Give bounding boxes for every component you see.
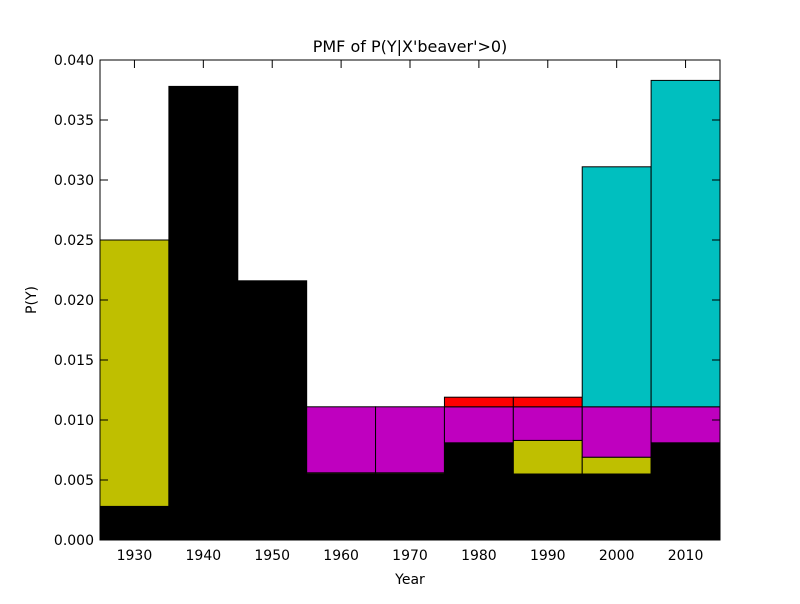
bar-segment-1960-2 xyxy=(306,406,377,474)
bar-segment-2010-4 xyxy=(650,79,721,408)
bar-segment-1930-1 xyxy=(99,239,170,507)
bar-segment-2000-4 xyxy=(581,166,652,408)
y-tick-label: 0.010 xyxy=(54,413,94,429)
x-tick-label: 2010 xyxy=(668,548,704,564)
bar-segment-1980-3 xyxy=(443,396,514,408)
bar-segment-1970-2 xyxy=(375,406,445,474)
bar-segment-1990-1 xyxy=(512,439,583,475)
bar-segment-1990-0 xyxy=(512,473,583,541)
x-tick-label: 1950 xyxy=(254,548,290,564)
x-ticks-group: 1930 1940 1950 1960 1970 1980 1990 2000 2010 xyxy=(117,60,704,564)
bar-segment-1960-0 xyxy=(306,473,377,541)
bar-segment-2000-0 xyxy=(581,473,652,541)
bar-segment-2010-2 xyxy=(650,406,721,444)
y-ticks-group: 0.000 0.005 0.010 0.015 0.020 0.025 0.030 0.035… xyxy=(54,53,720,549)
y-axis-label: P(Y) xyxy=(24,286,40,314)
bar-segment-1980-0 xyxy=(443,442,514,541)
x-tick-label: 1960 xyxy=(323,548,359,564)
y-tick-label: 0.005 xyxy=(54,473,94,489)
x-tick-label: 1940 xyxy=(186,548,222,564)
y-tick-label: 0.020 xyxy=(54,293,94,309)
chart-title: PMF of P(Y|X'beaver'>0) xyxy=(313,37,508,56)
bar-segment-2010-0 xyxy=(650,442,721,541)
bar-segment-1990-2 xyxy=(512,406,583,441)
bar-segment-1980-2 xyxy=(443,406,514,444)
y-tick-label: 0.030 xyxy=(54,173,94,189)
bar-segment-2000-1 xyxy=(581,456,652,475)
y-tick-label: 0.015 xyxy=(54,353,94,369)
bar-segment-1970-0 xyxy=(375,473,445,541)
y-tick-label: 0.000 xyxy=(54,533,94,549)
bar-segment-2000-2 xyxy=(581,406,652,458)
bar-segment-1940-0 xyxy=(168,85,239,541)
y-tick-label: 0.040 xyxy=(54,53,94,69)
x-axis-label: Year xyxy=(394,572,425,588)
x-tick-label: 1990 xyxy=(530,548,566,564)
bar-segment-1950-0 xyxy=(237,280,308,541)
x-tick-label: 1980 xyxy=(461,548,497,564)
bars-group xyxy=(99,79,721,541)
x-tick-label: 1970 xyxy=(392,548,428,564)
bar-segment-1990-3 xyxy=(512,396,583,408)
x-tick-label: 1930 xyxy=(117,548,153,564)
y-tick-label: 0.035 xyxy=(54,113,94,129)
x-tick-label: 2000 xyxy=(599,548,635,564)
y-tick-label: 0.025 xyxy=(54,233,94,249)
